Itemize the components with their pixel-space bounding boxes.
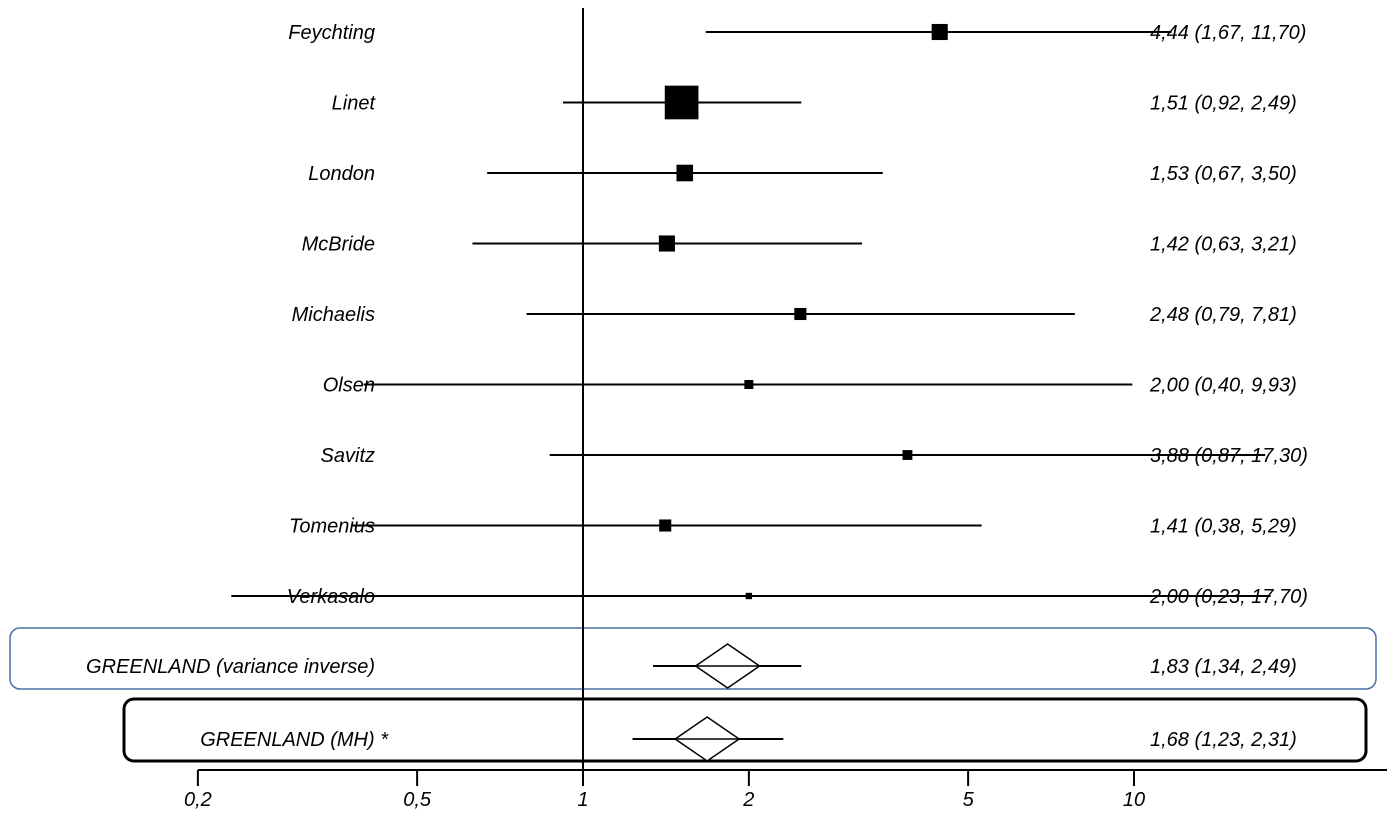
study-row: McBride 1,42 (0,63, 3,21) <box>302 234 1297 256</box>
study-label: Olsen <box>323 375 375 397</box>
study-row: Tomenius 1,41 (0,38, 5,29) <box>289 516 1297 538</box>
study-row: Feychting 4,44 (1,67, 11,70) <box>288 22 1306 44</box>
estimate-square <box>931 23 948 41</box>
ci-value-label: 2,48 (0,79, 7,81) <box>1149 304 1297 326</box>
ci-value-label: 1,51 (0,92, 2,49) <box>1150 93 1297 115</box>
x-tick-label: 2 <box>742 789 754 811</box>
pooled-label: GREENLAND (MH) * <box>200 729 389 751</box>
ci-value-label: 4,44 (1,67, 11,70) <box>1150 22 1306 44</box>
ci-value-label: 1,41 (0,38, 5,29) <box>1150 516 1297 538</box>
pooled-row: GREENLAND (variance inverse) 1,83 (1,34, … <box>86 643 1297 689</box>
x-axis: 0,20,512510100 <box>184 769 1387 811</box>
study-label: Feychting <box>288 22 375 44</box>
ci-value-label: 1,42 (0,63, 3,21) <box>1150 234 1297 256</box>
ci-value-label: 3,88 (0,87, 17,30) <box>1150 445 1308 467</box>
study-label: Michaelis <box>292 304 375 326</box>
x-tick-label: 10 <box>1123 789 1145 811</box>
x-tick-label: 5 <box>963 789 975 811</box>
estimate-square <box>745 592 753 600</box>
study-label: McBride <box>302 234 375 256</box>
x-tick-label: 0,5 <box>403 789 432 811</box>
pooled-ci-value-label: 1,83 (1,34, 2,49) <box>1150 656 1297 678</box>
pooled-label: GREENLAND (variance inverse) <box>86 656 375 678</box>
study-label: Tomenius <box>289 516 375 538</box>
study-row: Olsen 2,00 (0,40, 9,93) <box>323 375 1297 397</box>
ci-value-label: 1,53 (0,67, 3,50) <box>1150 163 1297 185</box>
study-row: Verkasalo 2,00 (0,23, 17,70) <box>231 586 1308 608</box>
estimate-square <box>902 450 913 460</box>
estimate-square <box>658 235 675 252</box>
estimate-square <box>664 85 699 120</box>
study-label: London <box>308 163 375 185</box>
pooled-highlight-boxes <box>9 627 1377 763</box>
mh-highlight-box <box>122 697 1368 763</box>
study-rows: Feychting 4,44 (1,67, 11,70) Linet 1,51 (0,… <box>231 22 1308 608</box>
pooled-ci-value-label: 1,68 (1,23, 2,31) <box>1150 729 1297 751</box>
ci-value-label: 2,00 (0,23, 17,70) <box>1149 586 1308 608</box>
estimate-square <box>794 307 807 321</box>
study-label: Linet <box>332 93 377 115</box>
study-label: Verkasalo <box>287 586 375 608</box>
study-row: London 1,53 (0,67, 3,50) <box>308 163 1297 185</box>
study-label: Savitz <box>321 445 375 467</box>
estimate-square <box>659 519 672 532</box>
pooled-row: GREENLAND (MH) * 1,68 (1,23, 2,31) <box>200 716 1297 762</box>
study-row: Linet 1,51 (0,92, 2,49) <box>332 85 1297 120</box>
pooled-rows: GREENLAND (variance inverse) 1,83 (1,34, … <box>86 643 1297 762</box>
estimate-square <box>676 164 694 182</box>
x-tick-label: 1 <box>577 789 588 811</box>
variance-inverse-highlight-box <box>9 627 1377 690</box>
estimate-square <box>744 380 754 389</box>
study-row: Michaelis 2,48 (0,79, 7,81) <box>292 304 1297 326</box>
study-row: Savitz 3,88 (0,87, 17,30) <box>321 445 1308 467</box>
ci-value-label: 2,00 (0,40, 9,93) <box>1149 375 1297 397</box>
x-tick-label: 0,2 <box>184 789 212 811</box>
